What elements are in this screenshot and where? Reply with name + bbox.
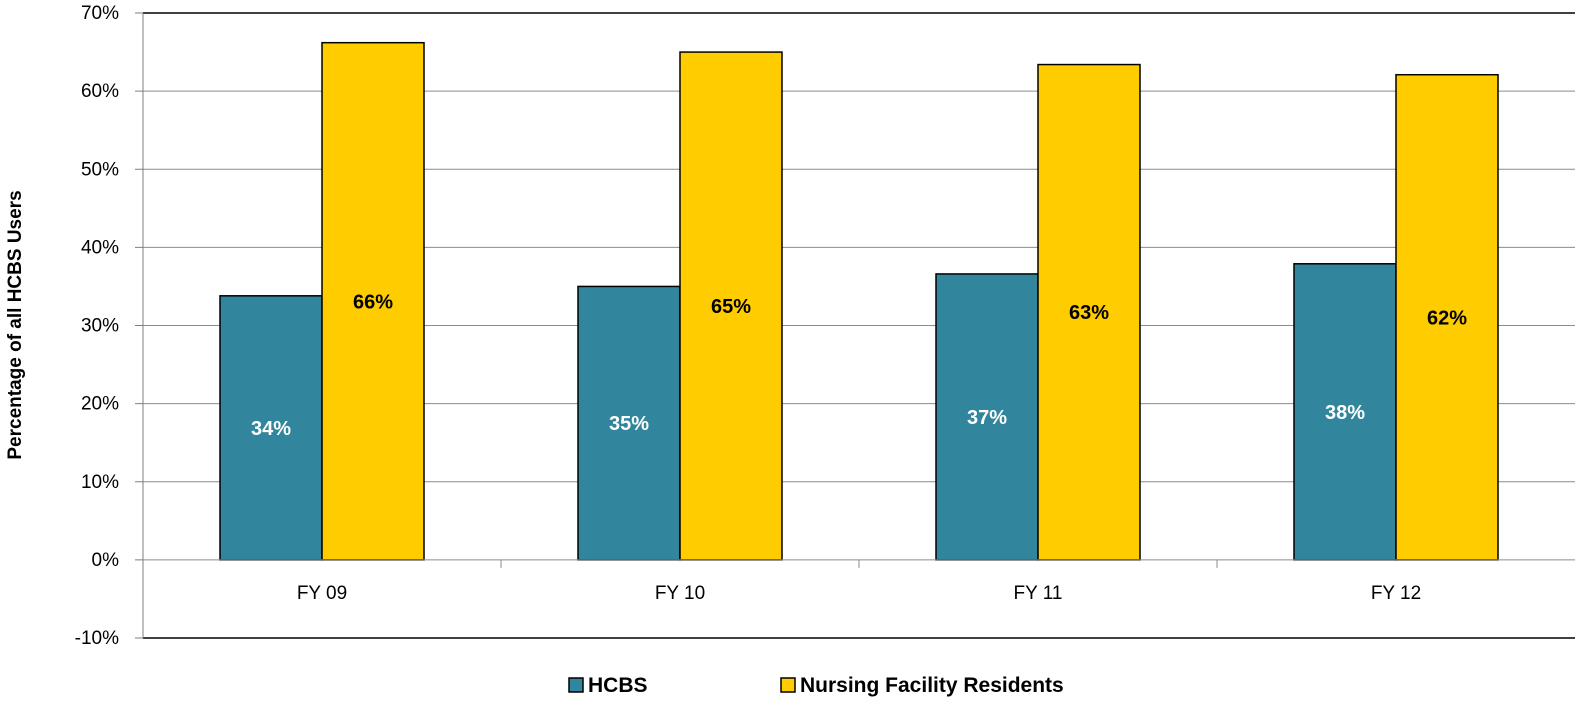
legend-swatch: [568, 677, 584, 693]
data-label: 35%: [609, 413, 649, 435]
data-label: 63%: [1069, 302, 1109, 324]
bars: [219, 41, 1499, 561]
data-label: 62%: [1427, 307, 1467, 329]
y-tick-label: 30%: [81, 316, 119, 337]
data-label: 38%: [1325, 402, 1365, 424]
y-tick-label: 50%: [81, 159, 119, 180]
y-tick-label: 10%: [81, 472, 119, 493]
bar-nursing-facility-residents-fy-11: [1037, 63, 1141, 561]
data-label: 37%: [967, 407, 1007, 429]
y-tick-label: 20%: [81, 394, 119, 415]
bar-hcbs-fy-10: [577, 285, 681, 561]
axes: -10% 0% 10% 20% 30% 40% 50% 60% 70% FY 09 FY 10 FY …: [75, 3, 1575, 649]
bar-nursing-facility-residents-fy-12: [1395, 73, 1499, 561]
legend: HCBS Nursing Facility Residents: [568, 674, 1064, 697]
x-tick-label: FY 12: [1371, 583, 1421, 604]
y-tick-label: 70%: [81, 3, 119, 24]
y-tick-label: 40%: [81, 237, 119, 258]
bar-nursing-facility-residents-fy-09: [321, 41, 425, 561]
legend-swatch: [780, 677, 796, 693]
y-tick-label: -10%: [75, 628, 119, 649]
legend-entry: HCBS: [588, 674, 648, 697]
data-label: 34%: [251, 418, 291, 440]
data-label: 65%: [711, 296, 751, 318]
x-tick-label: FY 11: [1014, 583, 1063, 604]
legend-entry: Nursing Facility Residents: [800, 674, 1064, 697]
x-tick-label: FY 09: [297, 583, 347, 604]
bar-hcbs-fy-11: [935, 273, 1039, 561]
y-axis-title: Percentage of all HCBS Users: [5, 190, 26, 459]
y-tick-label: 0%: [92, 550, 120, 571]
data-label: 66%: [353, 291, 393, 313]
x-tick-label: FY 10: [655, 583, 705, 604]
bar-nursing-facility-residents-fy-10: [679, 51, 783, 561]
y-tick-label: 60%: [81, 81, 119, 102]
data-labels: 34% 66% 35% 65% 37% 63% 38% 62%: [251, 291, 1467, 440]
